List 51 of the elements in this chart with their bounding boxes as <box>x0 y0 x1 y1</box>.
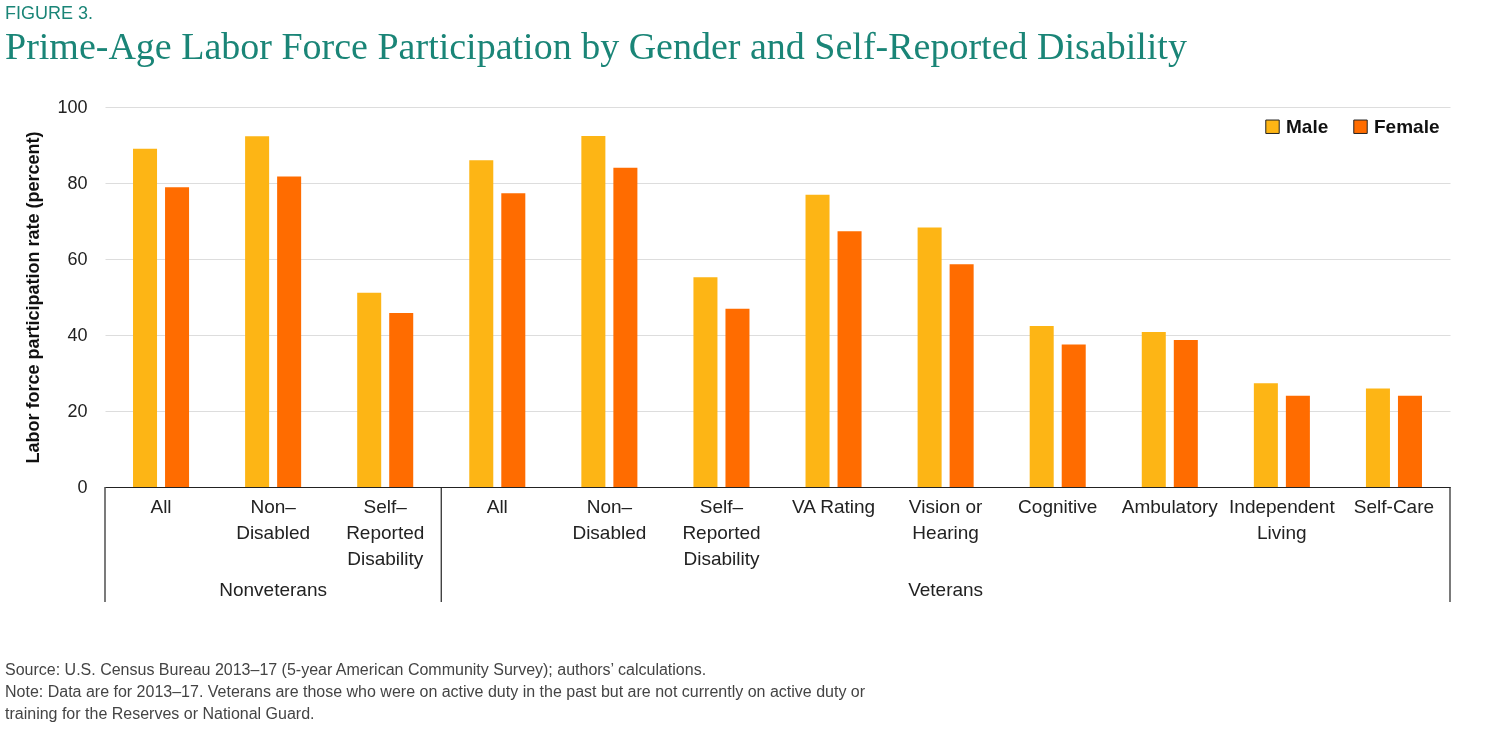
bar <box>165 187 190 487</box>
bar <box>133 148 158 487</box>
y-tick-label: 60 <box>67 248 88 269</box>
bar <box>1285 395 1310 487</box>
bar <box>277 176 302 487</box>
bar <box>1397 395 1422 487</box>
bar <box>1253 383 1278 487</box>
y-axis-title: Labor force participation rate (percent) <box>23 131 44 464</box>
legend-label: Female <box>1374 115 1440 137</box>
text: Veterans <box>908 579 984 600</box>
bar <box>917 227 942 487</box>
x-tick-label: Ambulatory <box>1121 495 1219 517</box>
y-tick-label: 20 <box>67 400 88 421</box>
bar <box>389 312 414 487</box>
y-tick-label: 40 <box>67 324 88 345</box>
bar <box>1061 344 1086 487</box>
bar <box>693 277 718 487</box>
y-tick-label: 100 <box>57 96 88 117</box>
bar <box>725 308 750 487</box>
x-tick-label: Non–Disabled <box>572 495 647 543</box>
bar <box>837 231 862 487</box>
bar <box>1365 388 1390 487</box>
bar <box>805 194 830 487</box>
bar <box>1173 339 1198 487</box>
bar <box>501 193 526 487</box>
x-tick-label: Vision or Hearing <box>908 495 984 543</box>
bar <box>357 292 382 487</box>
bar <box>469 160 494 487</box>
bar <box>949 264 974 487</box>
x-tick-label: Non–Disabled <box>236 495 311 543</box>
chart-title: Prime-Age Labor Force Participation by Gender and Self-Reported Disability <box>5 25 1187 67</box>
text: Nonveterans <box>219 579 327 600</box>
x-tick-label: All <box>150 495 172 517</box>
x-tick-label: Independent Living <box>1229 495 1336 543</box>
bar <box>1029 325 1054 487</box>
x-tick-label: Self-Care <box>1353 495 1435 517</box>
legend-label: Male <box>1286 115 1329 137</box>
source-note: Source: U.S. Census Bureau 2013–17 (5-year American Community Survey); authors’ calculations. <box>5 661 707 678</box>
bar <box>1141 331 1166 487</box>
x-tick-label: VA Rating <box>791 495 876 517</box>
x-tick-label: Cognitive <box>1018 495 1098 517</box>
bar <box>581 135 606 487</box>
text: Note: Data are for 2013–17. Veterans are those who were on active duty in the past but are not currently on active duty or training for the Reserves or National Guard. <box>5 683 866 722</box>
x-tick-label: Self–Reported Disability <box>682 495 761 569</box>
bar <box>245 136 270 487</box>
x-tick-label: All <box>486 495 508 517</box>
x-tick-label: Self–Reported Disability <box>346 495 425 569</box>
y-tick-label: 80 <box>67 172 88 193</box>
y-tick-label: 0 <box>77 476 88 497</box>
caption: FIGURE 3. <box>5 3 94 23</box>
bar <box>613 167 638 487</box>
